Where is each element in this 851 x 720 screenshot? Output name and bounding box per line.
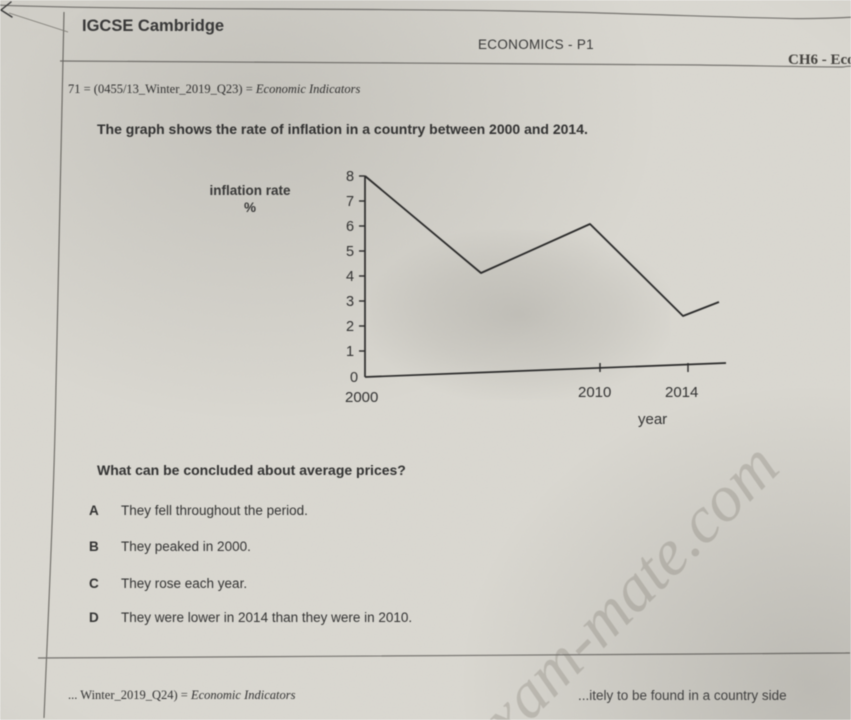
- svg-text:8: 8: [346, 169, 354, 185]
- svg-text:2000: 2000: [345, 389, 378, 406]
- svg-text:2010: 2010: [578, 384, 611, 401]
- svg-text:5: 5: [346, 244, 354, 260]
- svg-text:0: 0: [350, 370, 358, 386]
- svg-text:year: year: [638, 411, 667, 428]
- svg-text:3: 3: [346, 294, 354, 310]
- svg-text:4: 4: [346, 269, 354, 285]
- svg-text:1: 1: [346, 344, 354, 360]
- svg-text:6: 6: [346, 219, 354, 235]
- svg-text:2: 2: [346, 319, 354, 335]
- svg-text:7: 7: [346, 194, 354, 210]
- svg-text:2014: 2014: [665, 384, 698, 401]
